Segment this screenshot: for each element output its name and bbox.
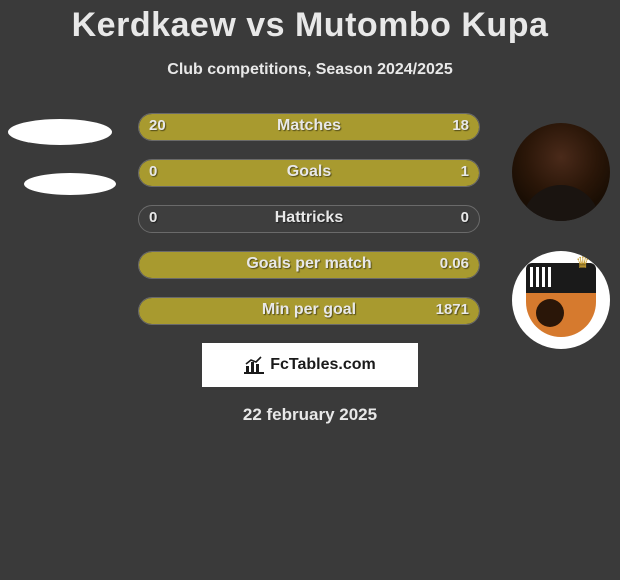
stat-bars: 20Matches180Goals10Hattricks0Goals per m… — [138, 113, 480, 325]
chart-icon — [244, 356, 264, 374]
stat-right-value: 0.06 — [440, 255, 469, 272]
shield-icon: ♛ — [526, 263, 596, 337]
stat-label: Hattricks — [139, 209, 479, 227]
stat-bar: 20Matches18 — [138, 113, 480, 141]
stat-bar: 0Hattricks0 — [138, 205, 480, 233]
stat-right-value: 1871 — [436, 301, 469, 318]
player-left-avatar — [8, 119, 112, 145]
stat-bar: 0Goals1 — [138, 159, 480, 187]
brand-text: FcTables.com — [270, 356, 376, 374]
date-label: 22 february 2025 — [0, 405, 620, 425]
team-right-badge: ♛ — [512, 251, 610, 349]
stat-right-value: 0 — [461, 209, 469, 226]
player-right-avatar — [512, 123, 610, 221]
stat-label: Min per goal — [139, 301, 479, 319]
page-title: Kerdkaew vs Mutombo Kupa — [0, 0, 620, 45]
stat-label: Matches — [139, 117, 479, 135]
brand-box[interactable]: FcTables.com — [202, 343, 418, 387]
subtitle: Club competitions, Season 2024/2025 — [0, 61, 620, 79]
stat-right-value: 1 — [461, 163, 469, 180]
stat-bar: Goals per match0.06 — [138, 251, 480, 279]
comparison-content: ♛ 20Matches180Goals10Hattricks0Goals per… — [0, 113, 620, 325]
stat-right-value: 18 — [452, 117, 469, 134]
stat-label: Goals — [139, 163, 479, 181]
team-left-badge — [24, 173, 116, 195]
stat-label: Goals per match — [139, 255, 479, 273]
stat-bar: Min per goal1871 — [138, 297, 480, 325]
